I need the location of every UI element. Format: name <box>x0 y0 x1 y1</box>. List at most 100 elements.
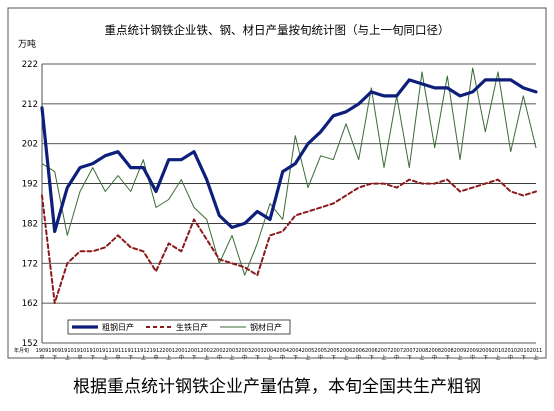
x-tick-label-bottom-11: 中 <box>179 354 184 361</box>
x-tick-label-bottom-15: 上 <box>229 354 234 361</box>
x-tick-label-top-35: 2009 <box>479 348 492 354</box>
x-axis-note: 年月旬 <box>14 347 29 354</box>
x-tick-label-bottom-25: 中 <box>356 354 361 361</box>
x-tick-label-bottom-31: 中 <box>432 354 437 361</box>
x-tick-label-bottom-30: 上 <box>419 354 424 361</box>
x-tick-label-top-17: 2003 <box>251 348 264 354</box>
x-tick-label-bottom-6: 中 <box>115 354 120 361</box>
x-tick-label-bottom-4: 下 <box>90 355 95 361</box>
legend-box <box>67 319 291 335</box>
x-tick-label-bottom-32: 下 <box>445 355 450 361</box>
series-line-2 <box>41 67 537 276</box>
x-tick-label-bottom-28: 中 <box>394 354 399 361</box>
x-tick-label-top-29: 2007 <box>403 348 416 354</box>
x-tick-label-bottom-7: 下 <box>128 355 133 361</box>
x-tick-label-bottom-37: 中 <box>508 354 513 361</box>
legend-label-0: 粗钢日产 <box>102 322 134 332</box>
x-tick-label-top-8: 1912 <box>137 348 150 354</box>
x-tick-label-top-14: 2002 <box>213 348 226 354</box>
x-tick-label-bottom-8: 上 <box>141 354 146 361</box>
x-tick-label-top-19: 2004 <box>276 348 289 354</box>
y-tick-label-1: 162 <box>22 299 38 309</box>
x-tick-label-bottom-29: 下 <box>407 355 412 361</box>
series-line-1 <box>41 178 537 305</box>
x-tick-label-top-26: 2006 <box>365 348 378 354</box>
legend-label-2: 钢材日产 <box>250 322 282 332</box>
x-tick-label-top-25: 2006 <box>352 348 365 354</box>
x-tick-label-top-33: 2009 <box>454 348 467 354</box>
x-tick-label-top-28: 2007 <box>390 348 403 354</box>
x-tick-label-bottom-36: 上 <box>495 354 500 361</box>
x-tick-label-top-36: 2010 <box>492 348 505 354</box>
x-tick-label-top-38: 2010 <box>517 348 530 354</box>
y-tick-label-7: 222 <box>22 60 38 70</box>
x-tick-label-bottom-10: 上 <box>166 354 171 361</box>
x-tick-label-top-23: 2005 <box>327 348 340 354</box>
x-tick-label-top-34: 2009 <box>466 348 479 354</box>
x-tick-label-bottom-3: 中 <box>77 354 82 361</box>
x-tick-label-bottom-2: 上 <box>65 354 70 361</box>
x-tick-label-top-9: 1912 <box>150 348 163 354</box>
caption: 根据重点统计钢铁企业产量估算，本旬全国共生产粗钢 <box>73 377 481 397</box>
x-tick-label-top-0: 1909 <box>36 348 49 354</box>
x-tick-label-top-27: 2007 <box>378 348 391 354</box>
x-tick-label-top-5: 1911 <box>99 348 112 354</box>
x-tick-label-bottom-33: 上 <box>457 354 462 361</box>
x-tick-label-bottom-16: 中 <box>242 354 247 361</box>
x-tick-label-top-30: 2008 <box>416 348 429 354</box>
x-tick-label-bottom-9: 中 <box>153 354 158 361</box>
x-tick-label-top-7: 1911 <box>124 348 137 354</box>
x-tick-label-bottom-39: 上 <box>533 354 538 361</box>
x-tick-label-top-13: 2002 <box>200 348 213 354</box>
x-tick-label-top-4: 1910 <box>86 348 99 354</box>
x-tick-label-bottom-21: 上 <box>305 354 310 361</box>
x-tick-label-top-37: 2010 <box>504 348 517 354</box>
plot-area: 1521621721821922022122221909中1909下1910上1… <box>14 60 542 361</box>
x-tick-label-top-32: 2008 <box>441 348 454 354</box>
x-tick-label-bottom-34: 中 <box>470 354 475 361</box>
x-tick-label-bottom-0: 中 <box>39 354 44 361</box>
x-tick-label-top-10: 2001 <box>162 348 175 354</box>
x-tick-label-bottom-20: 下 <box>293 355 298 361</box>
x-tick-label-top-21: 2005 <box>302 348 315 354</box>
x-tick-label-top-11: 2001 <box>175 348 188 354</box>
x-tick-label-bottom-14: 中 <box>217 354 222 361</box>
y-tick-label-3: 182 <box>22 219 38 229</box>
y-tick-label-4: 192 <box>22 180 38 190</box>
x-tick-label-top-39: 2011 <box>530 348 543 354</box>
x-tick-label-top-31: 2008 <box>428 348 441 354</box>
y-tick-label-5: 202 <box>22 140 38 150</box>
x-tick-label-bottom-18: 上 <box>267 354 272 361</box>
x-tick-label-bottom-23: 下 <box>331 355 336 361</box>
chart-border <box>7 7 547 359</box>
x-tick-label-top-6: 1911 <box>112 348 125 354</box>
x-tick-label-top-3: 1910 <box>74 348 87 354</box>
x-tick-label-top-2: 1910 <box>61 348 74 354</box>
x-tick-label-bottom-38: 下 <box>521 355 526 361</box>
x-tick-label-bottom-26: 下 <box>369 355 374 361</box>
x-tick-label-bottom-24: 上 <box>343 354 348 361</box>
x-tick-label-top-15: 2003 <box>226 348 239 354</box>
x-tick-label-top-22: 2005 <box>314 348 327 354</box>
x-tick-label-top-24: 2006 <box>340 348 353 354</box>
x-tick-label-top-20: 2004 <box>289 348 302 354</box>
chart: 重点统计钢铁企业铁、钢、材日产量按旬统计图（与上一旬同口径） 万吨 152 162… <box>7 7 547 361</box>
x-tick-label-bottom-19: 中 <box>280 354 285 361</box>
series-line-0 <box>40 78 538 233</box>
x-tick-label-bottom-35: 下 <box>483 355 488 361</box>
x-tick-label-bottom-1: 下 <box>52 355 57 361</box>
x-tick-label-bottom-5: 上 <box>103 354 108 361</box>
x-tick-label-bottom-17: 下 <box>255 355 260 361</box>
x-tick-label-bottom-13: 上 <box>204 354 209 361</box>
x-tick-label-bottom-12: 下 <box>191 355 196 361</box>
x-tick-label-top-12: 2001 <box>188 348 201 354</box>
x-tick-label-top-18: 2004 <box>264 348 277 354</box>
x-tick-label-top-16: 2003 <box>238 348 251 354</box>
y-tick-label-2: 172 <box>22 259 38 269</box>
y-axis-unit: 万吨 <box>18 38 36 50</box>
x-tick-label-bottom-22: 中 <box>318 354 323 361</box>
y-tick-label-6: 212 <box>22 100 38 110</box>
x-tick-label-top-1: 1909 <box>48 348 61 354</box>
chart-title: 重点统计钢铁企业铁、钢、材日产量按旬统计图（与上一旬同口径） <box>105 23 450 37</box>
y-tick-label-0: 152 <box>22 339 38 349</box>
